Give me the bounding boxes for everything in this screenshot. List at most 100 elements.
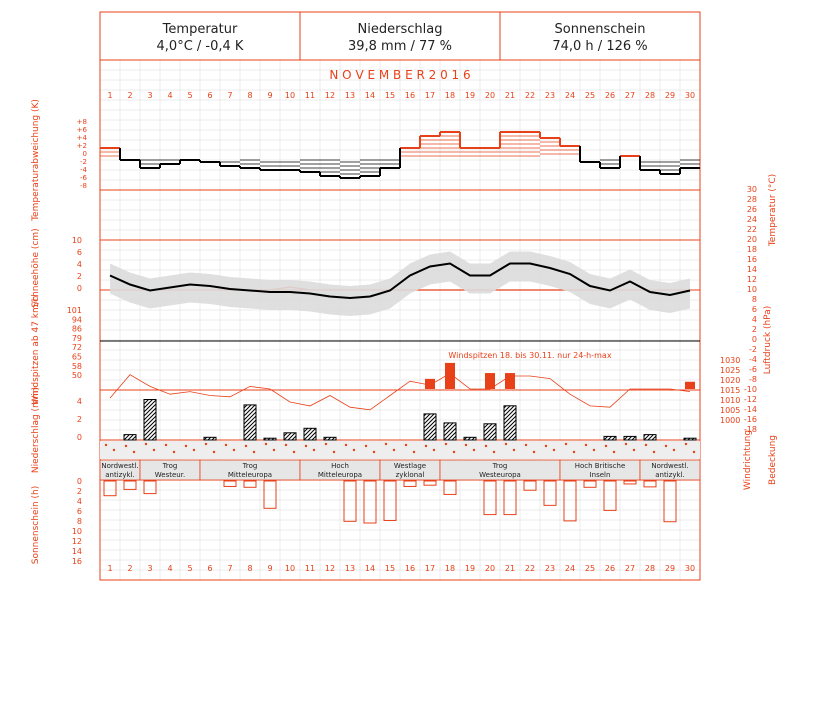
day-label-bottom: 26 [605, 564, 615, 573]
pressure-tick: 1020 [720, 376, 740, 385]
temperature-tick: 24 [747, 215, 757, 224]
temperature-tick: -4 [749, 355, 757, 364]
sunshine-bar [603, 480, 617, 511]
temperature-tick: 0 [752, 335, 757, 344]
day-label-top: 7 [227, 91, 232, 100]
day-label-bottom: 30 [685, 564, 695, 573]
pressure-line [109, 372, 691, 411]
day-label-bottom: 8 [247, 564, 252, 573]
cloud-dot [352, 448, 356, 452]
day-label-bottom: 18 [445, 564, 455, 573]
day-label-top: 18 [445, 91, 455, 100]
weather-type-label: Hoch Britische [575, 462, 626, 470]
wind-direction-dot [304, 444, 308, 448]
weather-type-label: Westeur. [155, 471, 185, 479]
wind-tick: 94 [72, 315, 82, 324]
precip-bar [263, 437, 277, 441]
sunshine-bar [123, 480, 137, 490]
day-label-top: 11 [305, 91, 315, 100]
sunshine-bar [523, 480, 537, 491]
day-label-bottom: 13 [345, 564, 355, 573]
axis-label-anomaly: Temperaturabweichung (K) [31, 99, 41, 222]
cloud-dot [492, 450, 496, 454]
wind-direction-dot [244, 444, 248, 448]
precip-bar [483, 423, 497, 441]
sunshine-bar [343, 480, 357, 522]
precip-bar [143, 399, 157, 441]
precip-tick: 2 [77, 415, 82, 424]
day-label-top: 8 [247, 91, 252, 100]
wind-direction-dot [344, 443, 348, 447]
sunshine-tick: 6 [77, 507, 82, 516]
temperature-tick: 14 [747, 265, 757, 274]
header-sunshine: Sonnenschein 74,0 h / 126 % [500, 14, 700, 59]
day-label-bottom: 24 [565, 564, 575, 573]
temperature-tick: 28 [747, 195, 757, 204]
cloud-dot [672, 448, 676, 452]
sunshine-bar [483, 480, 497, 516]
day-label-top: 15 [385, 91, 395, 100]
day-label-bottom: 15 [385, 564, 395, 573]
pressure-tick: 1010 [720, 396, 740, 405]
day-label-top: 12 [325, 91, 335, 100]
wind-bar [485, 373, 495, 389]
anomaly-tick: -8 [80, 182, 87, 190]
wind-direction-dot [484, 444, 488, 448]
day-label-bottom: 4 [167, 564, 172, 573]
sunshine-bar [543, 480, 557, 506]
temperature-tick: 26 [747, 205, 757, 214]
pressure-tick: 1005 [720, 406, 740, 415]
precip-bar [203, 436, 217, 441]
day-label-top: 20 [485, 91, 495, 100]
sunshine-bar [263, 480, 277, 509]
cloud-dot [212, 450, 216, 454]
anomaly-tick: +8 [77, 118, 87, 126]
precip-bar [443, 422, 457, 441]
precip-bar [283, 432, 297, 441]
day-label-top: 5 [187, 91, 192, 100]
wind-direction-dot [684, 442, 688, 446]
sunshine-bar [103, 480, 117, 497]
wind-tick: 65 [72, 353, 82, 362]
day-label-top: 30 [685, 91, 695, 100]
anomaly-tick: +6 [77, 126, 88, 134]
sunshine-bar [623, 480, 637, 485]
sunshine-tick: 12 [72, 537, 82, 546]
header-precipitation: Niederschlag 39,8 mm / 77 % [300, 14, 500, 59]
wind-tick: 50 [72, 371, 82, 380]
wind-direction-dot [224, 443, 228, 447]
axis-label-sun: Sonnenschein (h) [31, 486, 41, 565]
snow-tick: 0 [77, 284, 82, 293]
day-label-top: 9 [267, 91, 272, 100]
pressure-tick: 1030 [720, 356, 740, 365]
wind-direction-dot [144, 442, 148, 446]
temperature-tick: 18 [747, 245, 757, 254]
day-label-bottom: 28 [645, 564, 655, 573]
pressure-tick: 1015 [720, 386, 740, 395]
day-label-bottom: 23 [545, 564, 555, 573]
wind-bar [425, 378, 435, 389]
day-label-bottom: 17 [425, 564, 435, 573]
day-label-bottom: 19 [465, 564, 475, 573]
day-label-top: 19 [465, 91, 475, 100]
anomaly-tick: -6 [80, 174, 88, 182]
temperature-tick: 10 [747, 285, 757, 294]
weather-type-label: Trog [242, 462, 258, 470]
precip-tick: 0 [77, 433, 82, 442]
temperature-tick: -10 [744, 385, 757, 394]
wind-direction-dot [444, 442, 448, 446]
wind-direction-dot [504, 442, 508, 446]
cloud-dot [412, 450, 416, 454]
sunshine-bar [363, 480, 377, 524]
wind-direction-dot [164, 443, 168, 447]
cloud-dot [112, 448, 116, 452]
temperature-tick: -8 [749, 375, 757, 384]
day-label-top: 3 [147, 91, 152, 100]
weather-type-label: Westlage [394, 462, 426, 470]
temperature-tick: 22 [747, 225, 757, 234]
day-label-top: 13 [345, 91, 355, 100]
temperature-title: Temperatur [162, 22, 238, 37]
sunshine-title: Sonnenschein [554, 22, 646, 37]
temperature-tick: 2 [752, 325, 757, 334]
cloud-dot [652, 450, 656, 454]
